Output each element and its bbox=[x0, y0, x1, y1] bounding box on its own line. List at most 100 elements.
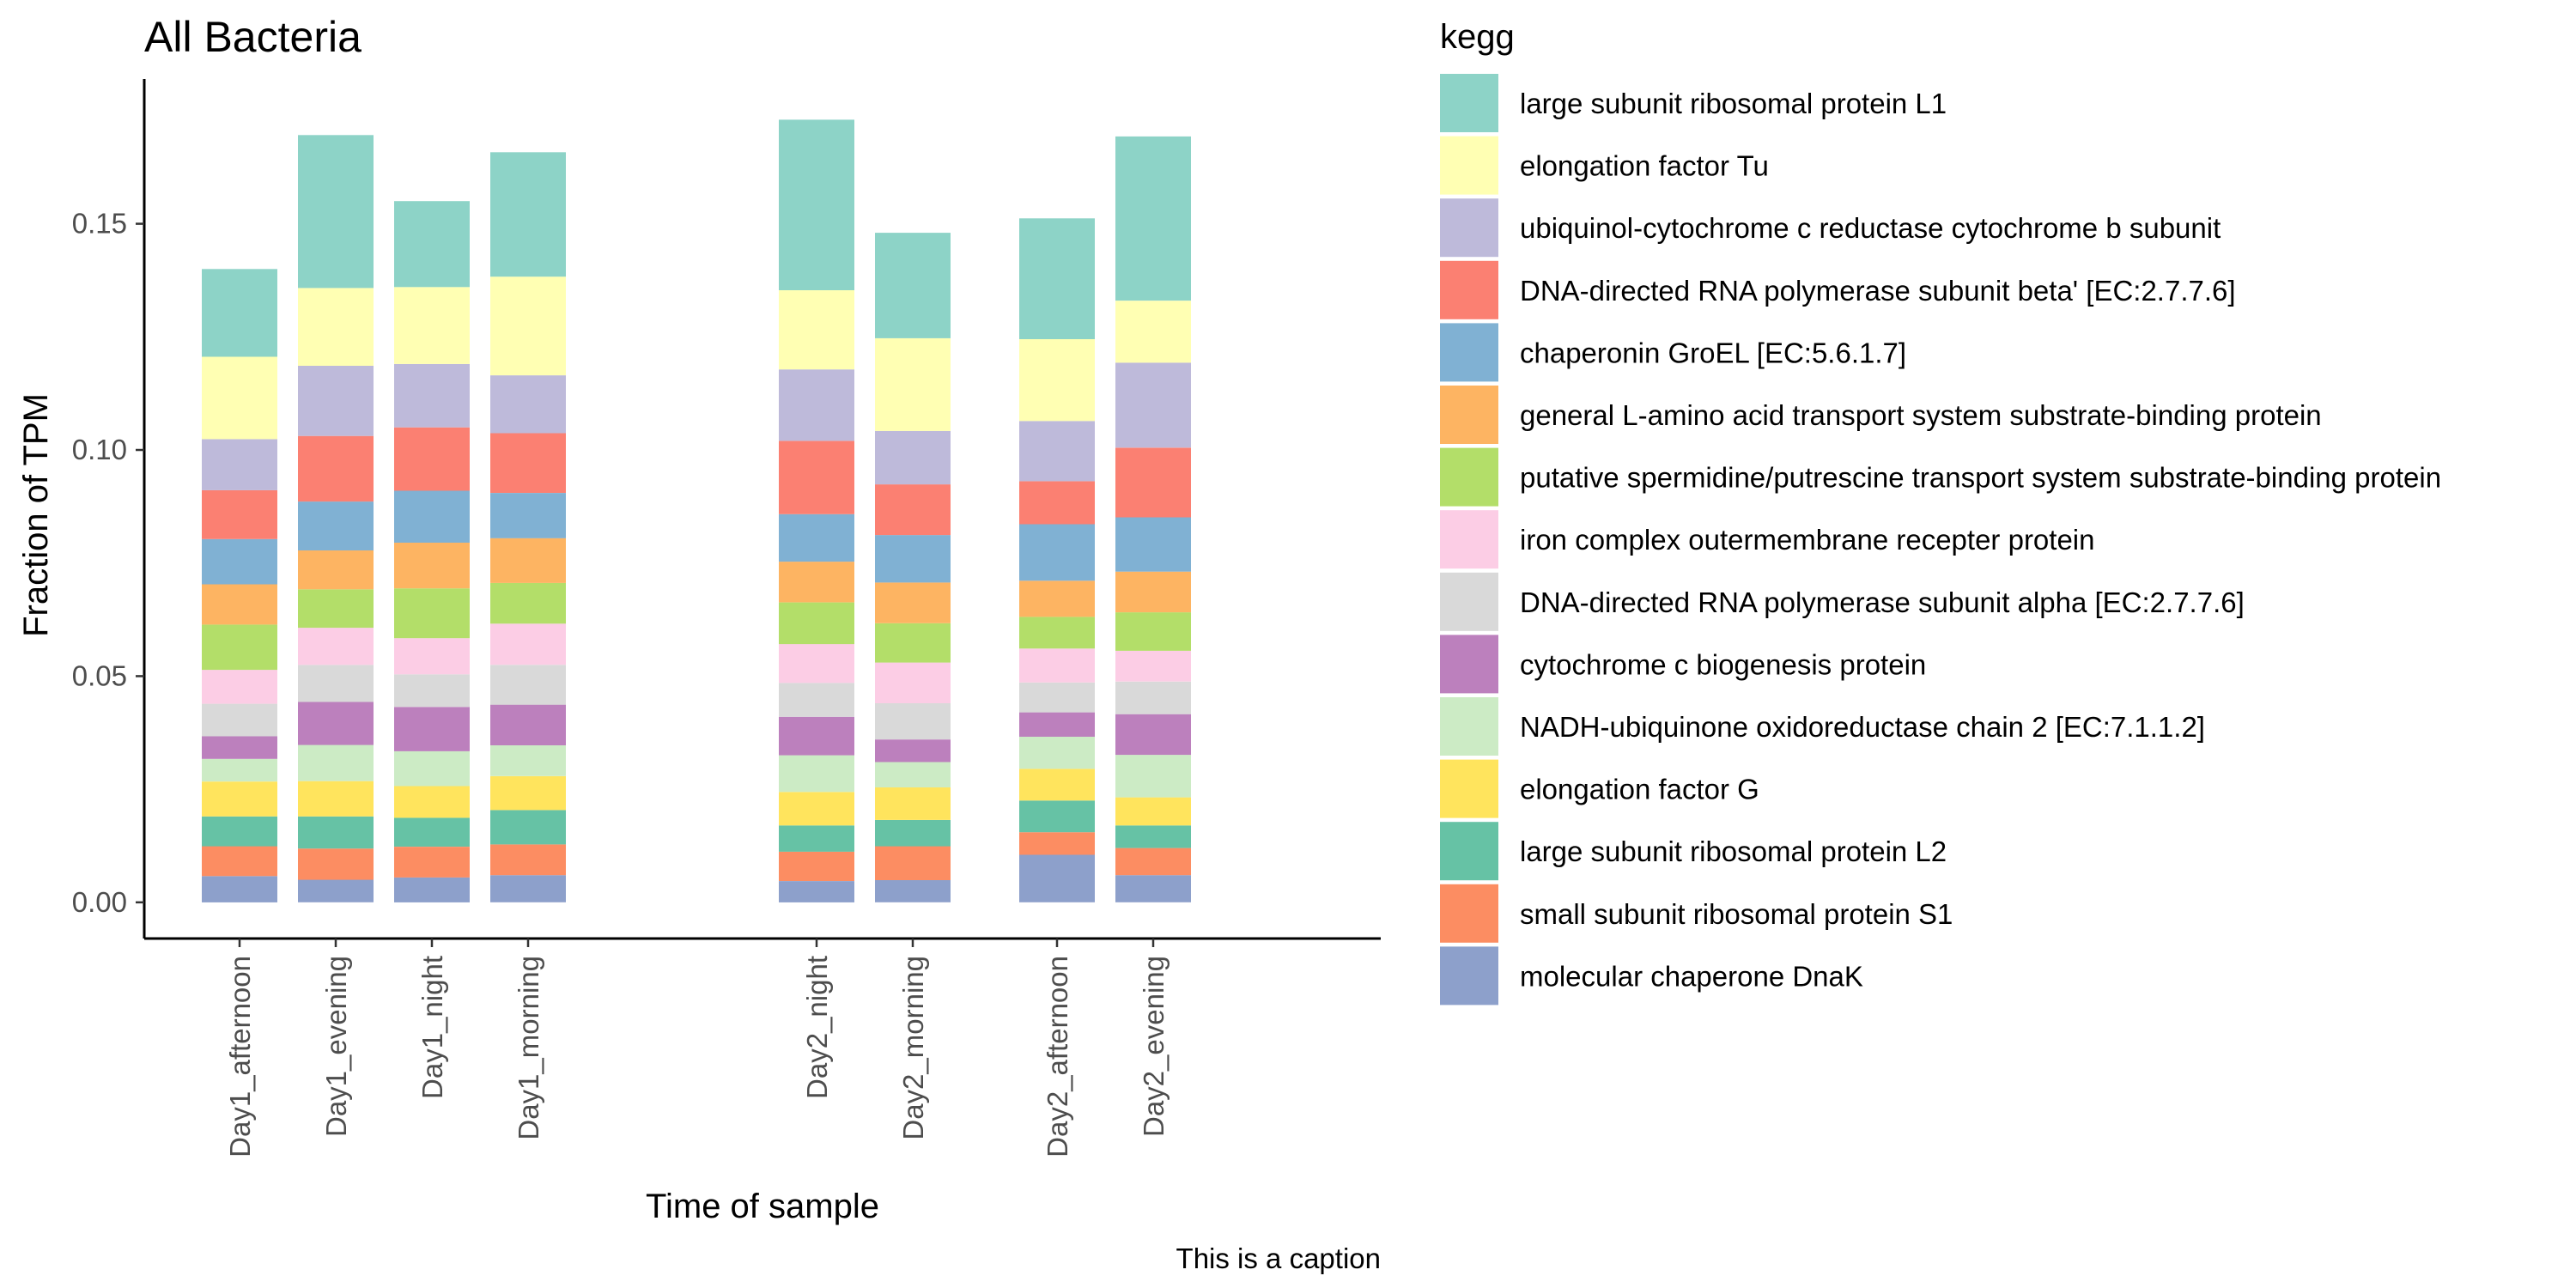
bar-segment bbox=[298, 879, 374, 902]
legend-swatch bbox=[1440, 697, 1498, 756]
legend-title: kegg bbox=[1440, 18, 1515, 56]
bar-segment bbox=[490, 875, 566, 902]
bar-segment bbox=[779, 440, 854, 514]
x-tick-label: Day2_morning bbox=[897, 956, 929, 1140]
bar-segment bbox=[875, 880, 951, 902]
bar-segment bbox=[490, 582, 566, 624]
bar-segment bbox=[875, 703, 951, 740]
bar-segment bbox=[394, 786, 470, 818]
bar-segment bbox=[875, 820, 951, 847]
bar-segment bbox=[779, 369, 854, 441]
bar-segment bbox=[875, 430, 951, 485]
x-tick-label: Day1_night bbox=[416, 956, 448, 1099]
x-tick-label: Day2_night bbox=[801, 956, 833, 1099]
legend-item: cytochrome c biogenesis protein bbox=[1440, 635, 1926, 694]
bar-stack bbox=[779, 119, 854, 902]
legend-swatch bbox=[1440, 74, 1498, 132]
x-tick-label: Day2_evening bbox=[1138, 956, 1170, 1137]
bar-segment bbox=[490, 745, 566, 776]
bar-segment bbox=[779, 851, 854, 881]
legend-swatch bbox=[1440, 884, 1498, 943]
legend-label: large subunit ribosomal protein L2 bbox=[1520, 835, 1947, 867]
bar-segment bbox=[779, 825, 854, 852]
plot-area bbox=[202, 119, 1191, 902]
y-tick-label: 0.05 bbox=[72, 659, 127, 691]
bar-segment bbox=[394, 674, 470, 708]
bar-segment bbox=[394, 877, 470, 902]
legend-item: DNA-directed RNA polymerase subunit alph… bbox=[1440, 572, 2245, 631]
x-tick-label: Day2_afternoon bbox=[1042, 956, 1073, 1157]
bar-segment bbox=[298, 628, 374, 665]
bar-stack bbox=[394, 201, 470, 902]
bar-segment bbox=[490, 538, 566, 583]
bar-segment bbox=[1019, 481, 1095, 525]
legend-label: chaperonin GroEL [EC:5.6.1.7] bbox=[1520, 337, 1906, 368]
legend-item: chaperonin GroEL [EC:5.6.1.7] bbox=[1440, 323, 1906, 382]
bar-segment bbox=[1115, 714, 1191, 756]
bar-stack bbox=[875, 233, 951, 902]
bar-segment bbox=[298, 589, 374, 629]
legend-swatch bbox=[1440, 136, 1498, 195]
legend-label: NADH-ubiquinone oxidoreductase chain 2 [… bbox=[1520, 711, 2205, 743]
bar-segment bbox=[875, 662, 951, 703]
legend-item: NADH-ubiquinone oxidoreductase chain 2 [… bbox=[1440, 697, 2205, 756]
bar-segment bbox=[298, 816, 374, 849]
legend-item: large subunit ribosomal protein L1 bbox=[1440, 74, 1947, 132]
legend-item: ubiquinol-cytochrome c reductase cytochr… bbox=[1440, 198, 2221, 258]
bar-segment bbox=[875, 535, 951, 583]
bar-segment bbox=[1115, 362, 1191, 448]
legend-item: large subunit ribosomal protein L2 bbox=[1440, 822, 1947, 881]
legend-item: general L-amino acid transport system su… bbox=[1440, 386, 2322, 444]
bar-stack bbox=[490, 152, 566, 902]
y-tick-label: 0.00 bbox=[72, 886, 127, 918]
bar-segment bbox=[779, 644, 854, 683]
bar-segment bbox=[875, 739, 951, 762]
bar-segment bbox=[394, 201, 470, 288]
bar-segment bbox=[202, 816, 277, 847]
bar-segment bbox=[779, 755, 854, 793]
y-tick-label: 0.15 bbox=[72, 208, 127, 240]
bar-segment bbox=[202, 736, 277, 759]
bar-segment bbox=[1115, 875, 1191, 902]
bar-segment bbox=[1019, 617, 1095, 649]
bar-segment bbox=[394, 543, 470, 589]
bar-segment bbox=[394, 287, 470, 364]
legend-swatch bbox=[1440, 386, 1498, 444]
legend-swatch bbox=[1440, 260, 1498, 319]
y-axis-title: Fraction of TPM bbox=[17, 393, 55, 637]
legend-swatch bbox=[1440, 635, 1498, 694]
bar-stack bbox=[1115, 136, 1191, 902]
legend-item: molecular chaperone DnaK bbox=[1440, 946, 1863, 1005]
bar-segment bbox=[779, 602, 854, 645]
bar-segment bbox=[1019, 218, 1095, 339]
bar-segment bbox=[490, 493, 566, 538]
legend-item: small subunit ribosomal protein S1 bbox=[1440, 884, 1953, 943]
bar-segment bbox=[1115, 301, 1191, 363]
bar-segment bbox=[490, 433, 566, 493]
legend-item: elongation factor Tu bbox=[1440, 136, 1769, 195]
legend-swatch bbox=[1440, 759, 1498, 818]
bar-segment bbox=[394, 490, 470, 543]
bar-segment bbox=[394, 817, 470, 847]
bar-segment bbox=[1115, 612, 1191, 651]
bar-segment bbox=[875, 582, 951, 623]
bar-segment bbox=[1019, 421, 1095, 482]
bar-segment bbox=[490, 665, 566, 705]
bar-segment bbox=[779, 792, 854, 826]
bar-segment bbox=[298, 665, 374, 702]
bar-segment bbox=[202, 584, 277, 625]
bar-segment bbox=[394, 707, 470, 751]
bar-segment bbox=[202, 758, 277, 782]
bar-segment bbox=[779, 716, 854, 756]
bar-segment bbox=[875, 762, 951, 787]
bar-stack bbox=[298, 135, 374, 902]
bar-segment bbox=[298, 501, 374, 550]
bar-segment bbox=[298, 744, 374, 781]
legend-label: elongation factor Tu bbox=[1520, 150, 1769, 182]
bar-segment bbox=[490, 810, 566, 845]
bar-segment bbox=[202, 781, 277, 817]
x-tick-label: Day1_afternoon bbox=[224, 956, 256, 1157]
bar-segment bbox=[202, 356, 277, 440]
bar-segment bbox=[1019, 524, 1095, 581]
